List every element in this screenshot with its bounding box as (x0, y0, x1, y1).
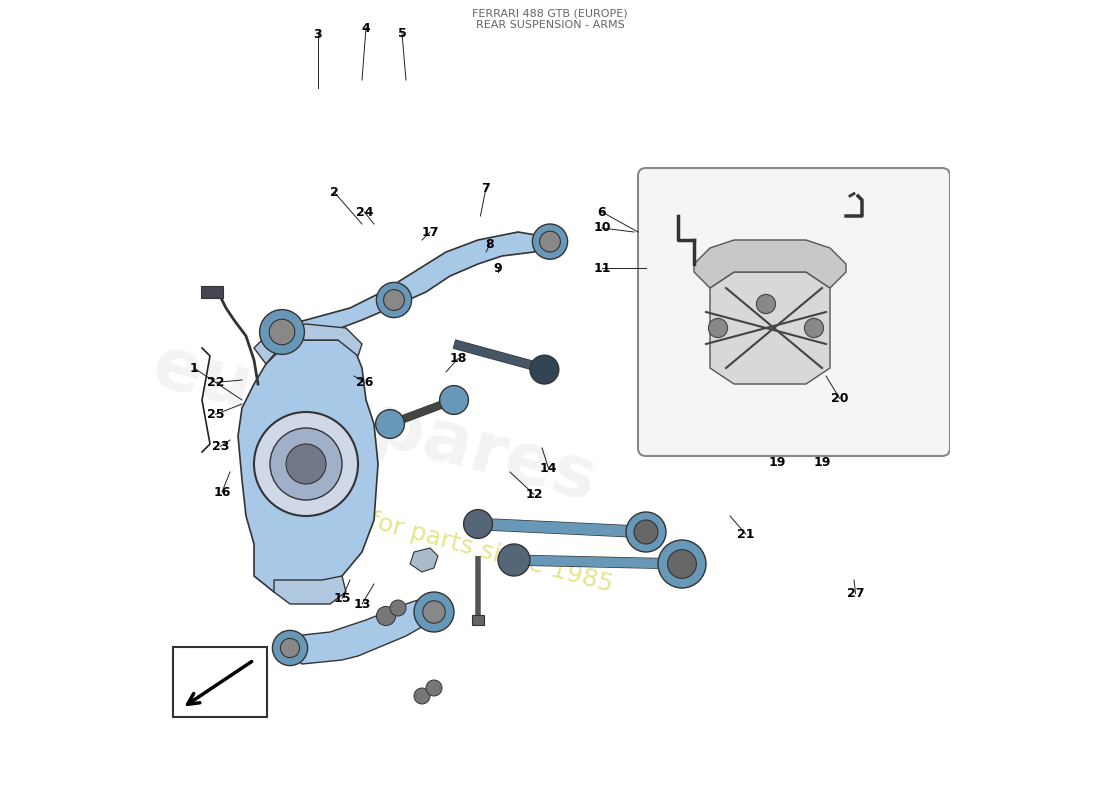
Text: 22: 22 (207, 376, 224, 389)
Text: 27: 27 (847, 587, 865, 600)
Circle shape (376, 606, 396, 626)
Polygon shape (254, 324, 362, 364)
Text: a passion for parts since 1985: a passion for parts since 1985 (244, 475, 616, 597)
Circle shape (286, 444, 326, 484)
FancyBboxPatch shape (472, 615, 484, 625)
Text: 24: 24 (355, 206, 373, 218)
Text: 6: 6 (597, 206, 606, 218)
Circle shape (708, 318, 727, 338)
Text: 8: 8 (486, 238, 494, 250)
Circle shape (757, 294, 776, 314)
Circle shape (390, 600, 406, 616)
Circle shape (376, 282, 411, 318)
Text: 19: 19 (769, 456, 785, 469)
Text: 16: 16 (213, 486, 231, 498)
Circle shape (414, 688, 430, 704)
Text: 1: 1 (189, 362, 198, 374)
Text: 13: 13 (353, 598, 371, 610)
Circle shape (540, 231, 560, 252)
Polygon shape (274, 576, 346, 604)
Circle shape (658, 540, 706, 588)
Circle shape (414, 592, 454, 632)
FancyBboxPatch shape (201, 286, 223, 298)
Circle shape (260, 310, 305, 354)
Circle shape (270, 319, 295, 345)
Circle shape (254, 412, 358, 516)
Circle shape (626, 512, 666, 552)
Text: 19: 19 (813, 456, 830, 469)
Text: 15: 15 (333, 592, 351, 605)
Circle shape (422, 601, 446, 623)
Text: 25: 25 (207, 408, 224, 421)
Circle shape (375, 410, 405, 438)
Text: 9: 9 (494, 262, 503, 274)
Circle shape (498, 544, 530, 576)
Text: FERRARI 488 GTB (EUROPE): FERRARI 488 GTB (EUROPE) (472, 8, 628, 18)
Circle shape (273, 630, 308, 666)
Polygon shape (694, 240, 846, 288)
Text: 3: 3 (314, 28, 322, 41)
Text: 4: 4 (362, 22, 371, 34)
Text: 11: 11 (593, 262, 611, 274)
Circle shape (634, 520, 658, 544)
Text: 14: 14 (540, 462, 557, 474)
Text: 2: 2 (330, 186, 339, 198)
Text: 7: 7 (482, 182, 491, 194)
FancyBboxPatch shape (638, 168, 950, 456)
Text: 5: 5 (397, 27, 406, 40)
Circle shape (280, 638, 299, 658)
Polygon shape (274, 232, 554, 348)
Circle shape (440, 386, 469, 414)
Text: 23: 23 (211, 440, 229, 453)
Circle shape (804, 318, 824, 338)
Polygon shape (410, 548, 438, 572)
Circle shape (463, 510, 493, 538)
Text: 12: 12 (526, 488, 542, 501)
Polygon shape (238, 340, 378, 596)
Text: REAR SUSPENSION - ARMS: REAR SUSPENSION - ARMS (475, 20, 625, 30)
Circle shape (668, 550, 696, 578)
Text: eurospares: eurospares (144, 331, 604, 517)
Text: 10: 10 (593, 222, 611, 234)
Text: 21: 21 (737, 528, 755, 541)
Polygon shape (710, 272, 830, 384)
Text: 18: 18 (449, 352, 466, 365)
Circle shape (532, 224, 568, 259)
Circle shape (426, 680, 442, 696)
Circle shape (530, 355, 559, 384)
Circle shape (270, 428, 342, 500)
Text: 20: 20 (830, 392, 848, 405)
Polygon shape (282, 596, 442, 664)
Circle shape (384, 290, 405, 310)
Text: 17: 17 (421, 226, 439, 238)
Text: 26: 26 (355, 376, 373, 389)
